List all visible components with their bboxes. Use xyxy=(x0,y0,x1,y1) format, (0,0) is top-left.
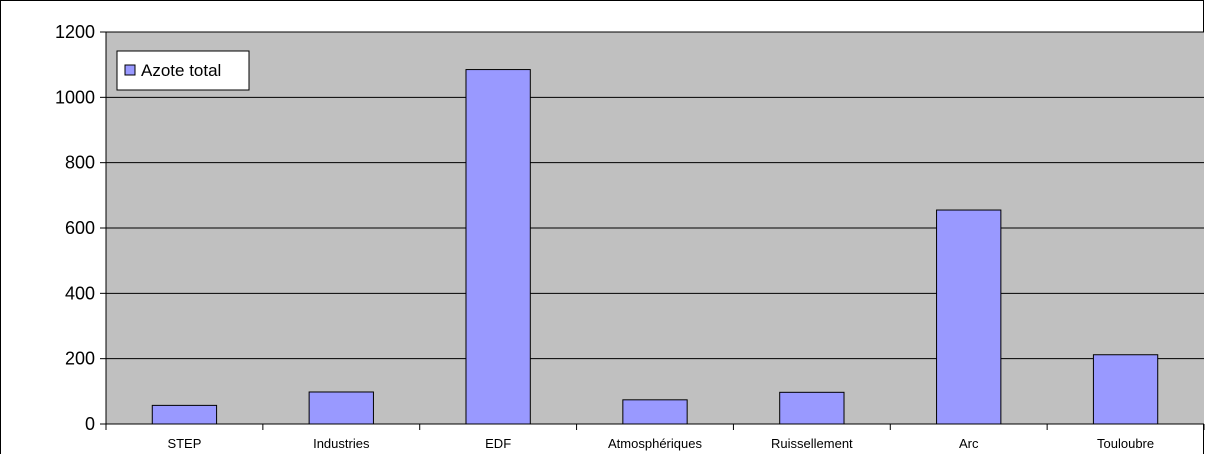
x-tick-label: STEP xyxy=(167,436,201,451)
bar-step xyxy=(151,404,218,425)
gridlines xyxy=(106,31,1204,360)
y-tick-label: 400 xyxy=(65,283,95,303)
bar-industries xyxy=(308,391,374,425)
bar-atmosph-riques xyxy=(622,399,688,425)
bars xyxy=(151,69,1159,425)
y-tick-label: 1000 xyxy=(55,87,95,107)
bar-touloubre xyxy=(1092,354,1159,425)
x-tick-label: Industries xyxy=(313,436,370,451)
legend-box xyxy=(116,50,250,91)
x-tick-label: Ruissellement xyxy=(771,436,853,451)
y-tick-labels: 0 200 400 600 800 1000 1200 xyxy=(55,22,95,434)
x-tick-label: EDF xyxy=(485,436,511,451)
x-tick-label: Atmosphériques xyxy=(608,436,702,451)
x-tick-labels: STEP Industries EDF Atmosphériques Ruisselle… xyxy=(167,436,1154,451)
y-tick-label: 0 xyxy=(85,414,95,434)
y-tick-label: 1200 xyxy=(55,22,95,42)
legend-swatch xyxy=(124,64,136,76)
y-tick-label: 200 xyxy=(65,349,95,369)
legend-label: Azote total xyxy=(141,61,221,80)
y-tick-label: 800 xyxy=(65,153,95,173)
x-tick-label: Arc xyxy=(959,436,979,451)
bar-edf xyxy=(465,69,531,425)
x-tick-label: Touloubre xyxy=(1097,436,1154,451)
y-tick-label: 600 xyxy=(65,218,95,238)
bar-arc xyxy=(936,209,1002,425)
legend: Azote total xyxy=(116,50,250,91)
bar-ruissellement xyxy=(779,391,845,425)
axes xyxy=(100,31,1205,430)
